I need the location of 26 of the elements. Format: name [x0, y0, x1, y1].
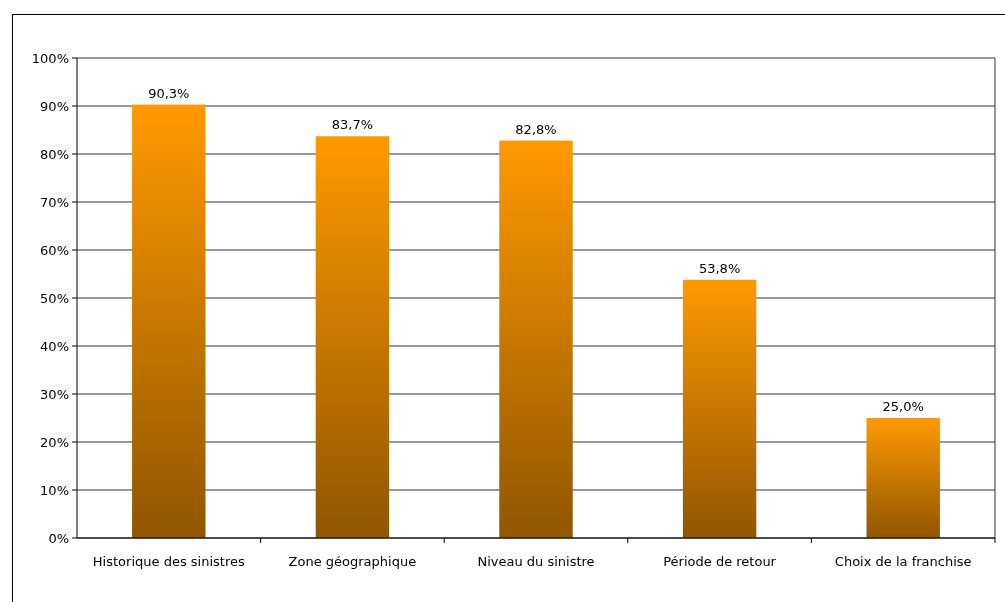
- data-label: 83,7%: [331, 117, 374, 133]
- data-label: 90,3%: [148, 85, 190, 101]
- x-tick-label: Choix de la franchise: [834, 554, 972, 569]
- x-tick-label: Historique des sinistres: [92, 554, 245, 569]
- y-tick-label: 70%: [40, 194, 69, 210]
- y-tick-label: 20%: [40, 434, 69, 450]
- data-label: 25,0%: [882, 399, 924, 414]
- y-tick-label: 90%: [40, 98, 69, 114]
- bar: [132, 104, 206, 538]
- bar: [682, 279, 757, 538]
- bar: [315, 136, 390, 538]
- y-tick-label: 30%: [40, 386, 69, 402]
- bar: [866, 418, 940, 538]
- y-tick-label: 80%: [40, 146, 69, 162]
- y-tick-label: 50%: [40, 290, 69, 306]
- data-label: 53,8%: [698, 260, 741, 276]
- x-tick-label: Période de retour: [663, 554, 777, 569]
- x-tick-label: Zone géographique: [288, 554, 417, 569]
- y-tick-label: 60%: [40, 242, 69, 258]
- y-tick-label: 10%: [40, 482, 69, 498]
- y-tick-label: 40%: [40, 338, 69, 354]
- y-tick-label: 0%: [48, 530, 69, 546]
- y-tick-label: 100%: [31, 50, 69, 66]
- bar: [499, 140, 573, 538]
- x-tick-label: Niveau du sinistre: [477, 554, 595, 569]
- data-label: 82,8%: [515, 121, 557, 137]
